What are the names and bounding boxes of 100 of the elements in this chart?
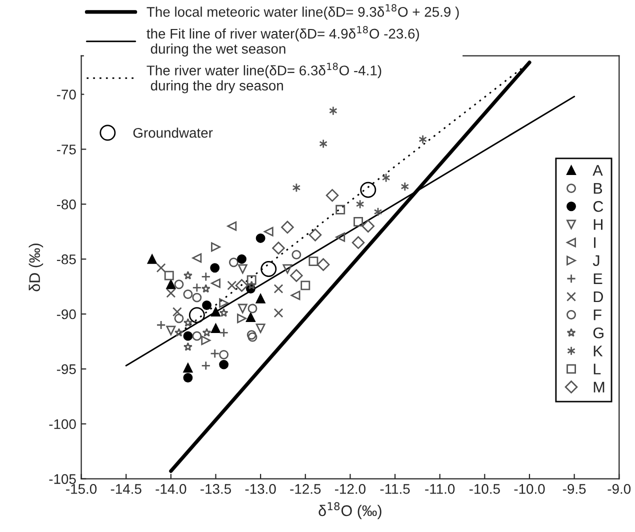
point: [174, 314, 184, 324]
point: [326, 188, 339, 202]
y-tick-label: -90: [56, 309, 76, 320]
point: [210, 263, 220, 273]
point: [256, 324, 266, 334]
point: [292, 250, 302, 260]
x-tick-label: -11.0: [425, 484, 455, 494]
y-tick-label: -70: [56, 90, 76, 100]
point: [219, 308, 228, 317]
point: [256, 233, 266, 243]
x-tick-label: -13.5: [200, 484, 231, 494]
text: the Fit line of river water(δD= 4.9δ$^{18}$O -23.6) during the wet season: [146, 26, 419, 56]
point: [292, 182, 301, 192]
point: [166, 280, 176, 290]
point: [192, 292, 202, 302]
point: [256, 294, 266, 304]
point: [183, 373, 193, 382]
x-tick-label: -12.0: [334, 484, 366, 494]
x-tick-label: -15.0: [66, 484, 97, 494]
point: [356, 199, 364, 209]
point: [211, 242, 220, 252]
x-tick-label: -10.0: [514, 484, 545, 494]
legend-label: G: [593, 327, 604, 338]
point: [238, 264, 248, 274]
point: [192, 253, 202, 263]
point: [228, 258, 238, 268]
point: [300, 280, 310, 290]
point: [183, 342, 192, 351]
point: [328, 106, 338, 116]
point: [211, 278, 220, 288]
point: [237, 254, 246, 264]
x-tick-label: -9.0: [608, 484, 631, 494]
point: [192, 331, 202, 341]
point: [360, 182, 376, 198]
point: [308, 228, 322, 242]
x-tick-label: -12.5: [290, 484, 321, 494]
legend-label: L: [594, 364, 601, 374]
x-tick-label: -13.0: [245, 484, 276, 494]
legend-label: D: [594, 292, 603, 302]
point: [382, 173, 390, 183]
point: [183, 290, 193, 299]
legend-label: Groundwater: [133, 128, 213, 138]
point: [319, 139, 328, 148]
point: [201, 336, 211, 346]
x-axis-title: δ$^{18}$O (‰): [318, 502, 382, 520]
point: [188, 307, 205, 324]
legend-label: A: [592, 165, 603, 176]
point: [352, 236, 365, 250]
point: [308, 256, 318, 266]
point: [235, 279, 248, 292]
point: [183, 331, 193, 341]
point: [246, 275, 256, 285]
point: [336, 204, 346, 214]
point: [247, 280, 256, 290]
point: [156, 263, 166, 273]
legend-label: F: [594, 310, 602, 320]
point: [227, 221, 237, 231]
point: [183, 318, 192, 327]
point: [246, 312, 256, 322]
point: [354, 217, 363, 226]
y-tick-label: -100: [49, 419, 76, 430]
point: [219, 298, 229, 308]
point: [164, 270, 174, 280]
point: [174, 328, 184, 337]
legend-label: B: [594, 183, 602, 194]
y-tick-label: -85: [56, 254, 76, 264]
point: [400, 182, 410, 192]
point: [290, 290, 300, 300]
legend-label: M: [594, 382, 604, 392]
point: [418, 134, 427, 144]
point: [211, 307, 220, 317]
point: [174, 280, 184, 290]
point: [248, 304, 258, 314]
point: [362, 220, 375, 233]
y-tick-label: -95: [56, 364, 76, 374]
point: [147, 254, 157, 264]
point: [219, 360, 229, 370]
point: [238, 304, 248, 314]
x-tick-label: -11.5: [380, 484, 410, 494]
legend-label: The local meteoric water line(δD= 9.3δ$^{18}$O + 25.9 ): [146, 4, 459, 20]
point: [336, 232, 346, 242]
y-tick-label: -80: [56, 200, 76, 210]
point: [219, 350, 229, 360]
point: [282, 264, 292, 274]
point: [316, 258, 330, 271]
point: [183, 270, 192, 280]
point: [202, 328, 212, 337]
y-axis-title: δD (‰): [28, 244, 44, 292]
y-tick-label: -75: [56, 144, 76, 154]
y-tick-label: -105: [49, 474, 76, 484]
point: [274, 284, 284, 294]
point: [202, 300, 212, 310]
point: [172, 307, 182, 317]
x-tick-label: -10.5: [469, 484, 500, 494]
point: [274, 308, 284, 318]
point: [264, 226, 274, 236]
text: The river water line(δD= 6.3δ$^{18}$O -4.1) during the dry season: [146, 62, 382, 94]
point: [237, 314, 246, 324]
point: [272, 242, 285, 254]
point: [211, 324, 220, 334]
